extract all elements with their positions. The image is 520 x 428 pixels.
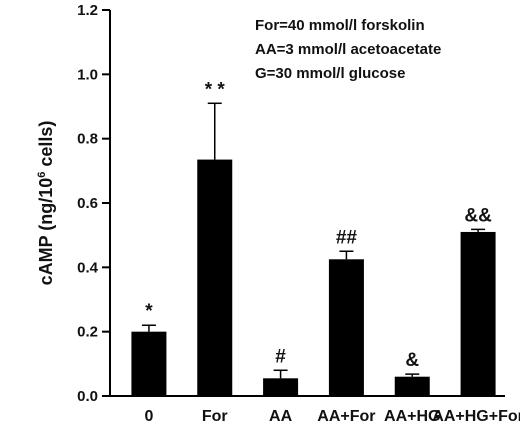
- y-axis-label-superscript: 6: [36, 172, 48, 178]
- x-category-label: AA+For: [317, 408, 375, 425]
- bar: [328, 259, 364, 396]
- y-tick-label: 0.0: [77, 388, 98, 405]
- significance-marker: * *: [205, 79, 226, 100]
- y-tick-label: 0.8: [77, 131, 98, 148]
- y-axis-ticks: 0.0 0.2 0.4 0.6 0.8 1.0 1.2: [77, 2, 110, 405]
- bars: [131, 159, 496, 396]
- bar: [263, 378, 299, 396]
- annotation-line: G=30 mmol/l glucose: [255, 65, 405, 82]
- y-tick-label: 0.2: [77, 324, 98, 341]
- bar: [394, 376, 430, 396]
- y-axis-label-main: cAMP (ng/10: [36, 178, 56, 286]
- x-category-label: AA+HG: [384, 408, 440, 425]
- significance-marker: #: [275, 346, 286, 367]
- x-category-label: For: [202, 408, 228, 425]
- annotation-legend: For=40 mmol/l forskolin AA=3 mmol/l aceto…: [255, 17, 441, 82]
- y-axis-label: cAMP (ng/106 cells): [36, 121, 56, 286]
- y-tick-label: 1.0: [77, 66, 98, 83]
- annotation-line: For=40 mmol/l forskolin: [255, 17, 425, 34]
- significance-marker: ##: [336, 227, 358, 248]
- y-tick-label: 1.2: [77, 2, 98, 19]
- bar: [131, 331, 167, 396]
- x-category-label: AA+HG+For: [432, 408, 520, 425]
- bar: [460, 231, 496, 396]
- significance-marker: &&: [464, 205, 492, 226]
- error-bars: [141, 102, 486, 379]
- annotation-line: AA=3 mmol/l acetoacetate: [255, 41, 441, 58]
- significance-markers: ** *###&&&: [145, 79, 492, 371]
- y-tick-label: 0.4: [77, 259, 99, 276]
- x-category-label: 0: [144, 408, 153, 425]
- significance-marker: *: [145, 301, 153, 322]
- x-category-label: AA: [269, 408, 293, 425]
- significance-marker: &: [405, 350, 419, 371]
- y-axis-label-tail: cells): [36, 121, 56, 172]
- bar: [197, 159, 233, 396]
- y-tick-label: 0.6: [77, 195, 98, 212]
